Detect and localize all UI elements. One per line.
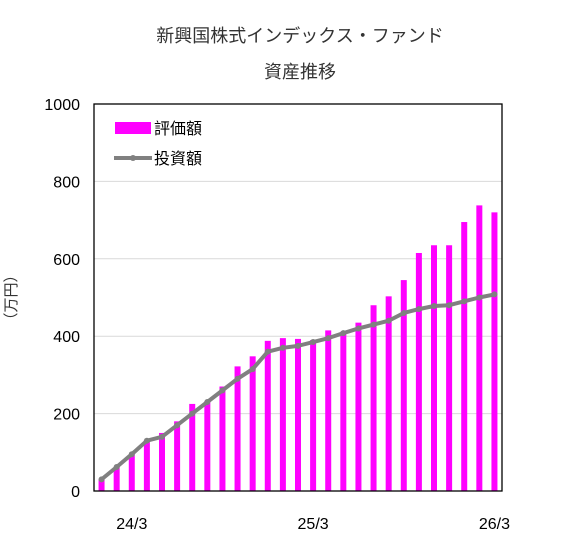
line-point: [415, 306, 422, 313]
legend-label-valuation: 評価額: [154, 119, 202, 138]
bar: [476, 205, 483, 492]
bar: [249, 356, 256, 491]
y-tick-label: 600: [53, 252, 80, 269]
line-point: [325, 335, 332, 342]
x-tick-label: 25/3: [298, 516, 329, 533]
legend-swatch-valuation: [115, 122, 151, 134]
bar: [128, 454, 135, 491]
bar: [264, 340, 271, 491]
bar: [113, 467, 120, 491]
line-point: [113, 464, 120, 471]
bar: [415, 252, 422, 491]
x-tick-label: 24/3: [116, 516, 147, 533]
bar: [143, 439, 150, 491]
line-point: [159, 433, 165, 440]
line-point: [446, 302, 453, 309]
line-point: [189, 410, 196, 417]
line-point: [98, 476, 105, 483]
bar: [279, 338, 286, 491]
bar: [340, 331, 347, 491]
line-point: [219, 387, 226, 394]
plot-frame: [93, 103, 503, 492]
bar: [174, 421, 181, 491]
legend: 評価額 投資額: [114, 119, 202, 168]
line-point: [234, 375, 241, 382]
y-tick-label: 0: [71, 484, 80, 501]
y-tick-label: 1000: [44, 97, 80, 114]
bar: [204, 401, 211, 491]
line-point: [310, 339, 317, 346]
bar: [461, 222, 468, 491]
y-axis-label: （万円）: [2, 267, 20, 327]
bar: [98, 479, 105, 491]
bar: [295, 338, 301, 491]
bar: [446, 245, 453, 491]
line-point: [385, 317, 392, 324]
bar: [355, 322, 362, 491]
chart-title: 新興国株式インデックス・ファンド: [156, 26, 443, 47]
line-point: [491, 291, 498, 298]
x-tick-label: 26/3: [479, 516, 510, 533]
line-point: [264, 348, 271, 355]
bar: [370, 305, 377, 491]
y-tick-label: 200: [53, 407, 80, 424]
bar: [431, 245, 437, 491]
line-point: [249, 366, 256, 373]
bar: [159, 432, 165, 491]
line-point: [476, 294, 483, 301]
line-point: [143, 437, 150, 444]
bar-series-valuation: [98, 205, 498, 492]
line-series-investment: [98, 291, 498, 483]
y-tick-label: 400: [53, 329, 80, 346]
bar: [491, 212, 498, 492]
line-point: [400, 309, 407, 316]
bar: [219, 386, 226, 491]
bar: [400, 280, 407, 491]
bar: [325, 330, 332, 491]
chart-subtitle: 資産推移: [264, 62, 336, 83]
line-point: [340, 330, 347, 337]
line-point: [370, 321, 377, 328]
bar: [234, 366, 241, 491]
y-tick-label: 800: [53, 174, 80, 191]
x-axis-ticks: 24/3 25/3 26/3: [116, 516, 510, 533]
line-point: [461, 298, 468, 305]
line-point: [174, 422, 181, 429]
bar: [310, 340, 317, 491]
line-point: [295, 342, 301, 349]
legend-label-investment: 投資額: [154, 149, 202, 168]
line-point: [431, 303, 437, 310]
y-axis-ticks: 0 200 400 600 800 1000: [44, 97, 80, 501]
line-point: [355, 325, 362, 332]
bar: [189, 403, 196, 491]
legend-marker-investment: [130, 155, 136, 161]
line-point: [128, 451, 135, 458]
line-point: [204, 398, 211, 405]
line-point: [279, 344, 286, 351]
bar: [385, 296, 392, 491]
